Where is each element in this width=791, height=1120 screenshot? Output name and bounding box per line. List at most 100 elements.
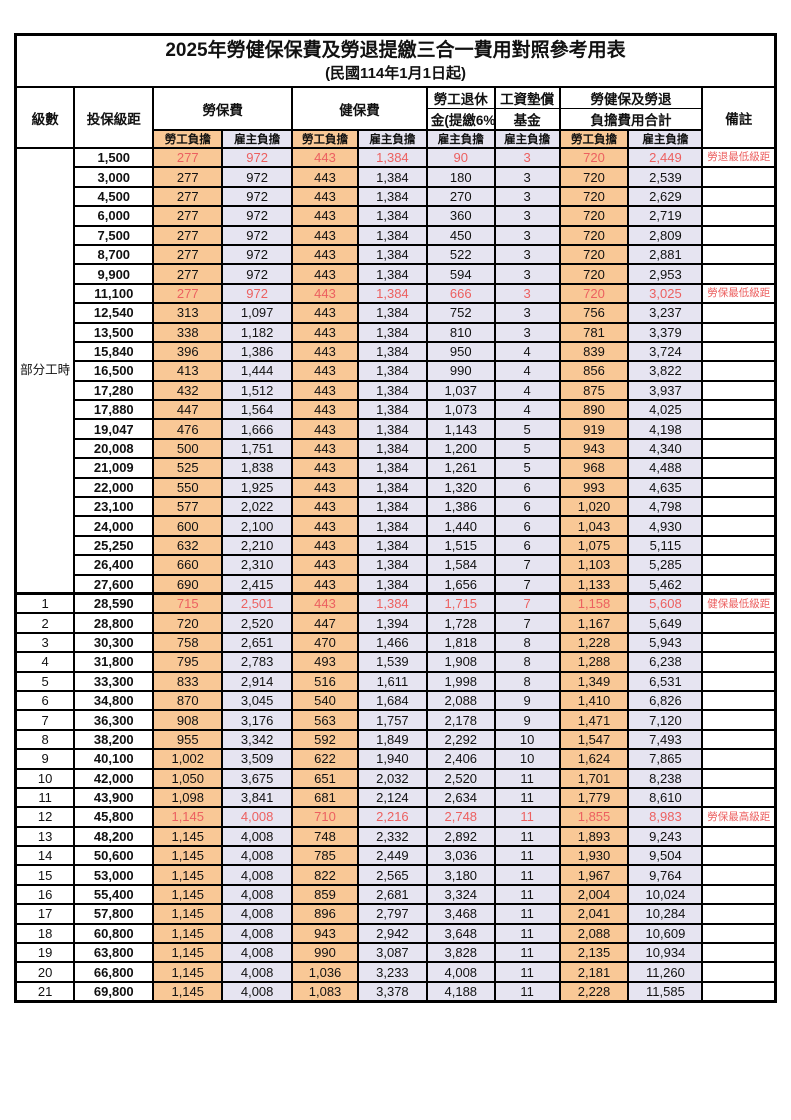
total-employer-cell: 3,724 (627, 340, 704, 363)
header-row-3: 勞工負擔 雇主負擔 勞工負擔 雇主負擔 雇主負擔 雇主負擔 勞工負擔 雇主負擔 (16, 129, 776, 149)
note-cell (701, 689, 777, 712)
note-cell (701, 302, 777, 324)
labor-employee-cell: 313 (152, 302, 224, 324)
labor-employee-cell: 447 (152, 399, 224, 421)
health-employee-cell: 990 (291, 941, 359, 964)
table-row: 25,250 632 2,210 443 1,384 1,515 6 1,075 5,115 (16, 534, 777, 557)
health-employee-cell: 443 (291, 592, 359, 615)
health-employer-cell: 1,384 (356, 379, 428, 402)
health-employer-cell: 1,384 (356, 496, 428, 518)
note-cell (701, 437, 777, 460)
health-employee-cell: 859 (291, 883, 359, 906)
total-employer-cell: 6,238 (627, 651, 704, 673)
table-row: 13,500 338 1,182 443 1,384 810 3 781 3,379 (16, 321, 777, 343)
bracket-cell: 66,800 (73, 961, 155, 983)
labor-employee-cell: 715 (152, 592, 224, 615)
total-employer-cell: 6,826 (627, 689, 704, 712)
total-employer-cell: 6,531 (627, 670, 704, 692)
total-employee-cell: 1,228 (558, 631, 630, 654)
labor-employer-cell: 972 (221, 263, 294, 285)
note-cell (701, 941, 777, 964)
wage-fund-employer-cell: 8 (493, 651, 561, 673)
labor-employee-cell: 908 (152, 709, 224, 731)
health-employer-cell: 2,216 (356, 806, 428, 828)
total-employer-cell: 5,462 (627, 573, 704, 596)
wage-fund-employer-cell: 3 (493, 166, 561, 188)
bracket-cell: 60,800 (73, 922, 155, 945)
labor-employer-cell: 4,008 (221, 903, 294, 925)
note-cell (701, 360, 777, 382)
wage-fund-employer-cell: 4 (493, 340, 561, 363)
labor-employee-cell: 1,145 (152, 961, 224, 983)
labor-employee-cell: 1,145 (152, 883, 224, 906)
bracket-cell: 17,880 (73, 399, 155, 421)
health-employer-cell: 1,384 (356, 418, 428, 440)
pension-employer-cell: 2,748 (425, 806, 496, 828)
total-employee-cell: 1,967 (558, 864, 630, 886)
wage-fund-employer-cell: 3 (493, 243, 561, 266)
subheader-total-employer: 雇主負擔 (627, 129, 704, 149)
note-cell (701, 903, 777, 925)
labor-employee-cell: 660 (152, 554, 224, 576)
health-employee-cell: 493 (291, 651, 359, 673)
labor-employee-cell: 338 (152, 321, 224, 343)
pension-employer-cell: 2,088 (425, 689, 496, 712)
bracket-cell: 57,800 (73, 903, 155, 925)
total-employer-cell: 2,809 (627, 224, 704, 246)
total-employee-cell: 2,181 (558, 961, 630, 983)
health-employer-cell: 1,849 (356, 728, 428, 751)
total-employee-cell: 1,167 (558, 612, 630, 634)
pension-employer-cell: 3,468 (425, 903, 496, 925)
labor-employer-cell: 972 (221, 205, 294, 227)
note-cell (701, 379, 777, 402)
wage-fund-employer-cell: 3 (493, 224, 561, 246)
bracket-cell: 50,600 (73, 845, 155, 867)
note-cell (701, 243, 777, 266)
labor-employer-cell: 3,342 (221, 728, 294, 751)
wage-fund-employer-cell: 3 (493, 185, 561, 208)
note-cell (701, 651, 777, 673)
note-cell (701, 612, 777, 634)
pension-employer-cell: 1,037 (425, 379, 496, 402)
pension-employer-cell: 180 (425, 166, 496, 188)
table-row: 11,100 277 972 443 1,384 666 3 720 3,025 勞保最低級距 (16, 282, 777, 305)
labor-employee-cell: 600 (152, 515, 224, 537)
bracket-cell: 25,250 (73, 534, 155, 557)
col-header-level: 級數 (14, 86, 76, 149)
health-employer-cell: 2,942 (356, 922, 428, 945)
level-cell: 5 (14, 670, 76, 692)
pension-employer-cell: 2,892 (425, 825, 496, 848)
health-employee-cell: 443 (291, 534, 359, 557)
health-employee-cell: 443 (291, 302, 359, 324)
health-employee-cell: 822 (291, 864, 359, 886)
note-cell (701, 185, 777, 208)
total-employee-cell: 2,135 (558, 941, 630, 964)
page-subtitle: (民國114年1月1日起) (325, 65, 466, 82)
note-cell (701, 670, 777, 692)
pension-employer-cell: 360 (425, 205, 496, 227)
pension-employer-cell: 1,200 (425, 437, 496, 460)
table-row: 21,009 525 1,838 443 1,384 1,261 5 968 4,488 (16, 457, 777, 479)
table-body: 部分工時 1,500 277 972 443 1,384 90 3 720 2,449 勞退最低級距… (14, 146, 777, 1003)
pension-employer-cell: 3,828 (425, 941, 496, 964)
note-cell (701, 922, 777, 945)
total-employer-cell: 5,649 (627, 612, 704, 634)
total-employer-cell: 10,934 (627, 941, 704, 964)
note-cell (701, 767, 777, 789)
level-cell: 13 (14, 825, 76, 848)
note-cell (701, 534, 777, 557)
table-row: 17,280 432 1,512 443 1,384 1,037 4 875 3,937 (16, 379, 777, 402)
table-row: 部分工時 1,500 277 972 443 1,384 90 3 720 2,449 勞退最低級距 (14, 146, 777, 595)
total-employer-cell: 3,937 (627, 379, 704, 402)
health-employee-cell: 748 (291, 825, 359, 848)
wage-fund-employer-cell: 3 (493, 263, 561, 285)
level-cell: 4 (14, 651, 76, 673)
health-employee-cell: 1,083 (291, 980, 359, 1003)
wage-fund-employer-cell: 3 (493, 205, 561, 227)
total-employee-cell: 720 (558, 166, 630, 188)
bracket-cell: 27,600 (73, 573, 155, 596)
labor-employee-cell: 500 (152, 437, 224, 460)
bracket-cell: 16,500 (73, 360, 155, 382)
health-employer-cell: 1,384 (356, 205, 428, 227)
